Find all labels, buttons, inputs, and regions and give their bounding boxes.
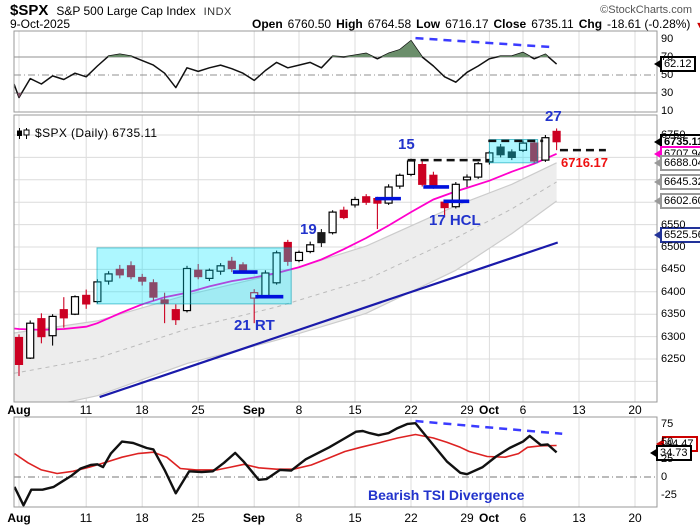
x-axis-label-main: Aug bbox=[7, 403, 31, 417]
annotation-15: 15 bbox=[398, 136, 415, 153]
stockcharts-copyright-link[interactable]: ©StockCharts.com bbox=[600, 4, 692, 16]
rsi-tick-label: 50 bbox=[661, 69, 674, 81]
x-axis-label-main: Sep bbox=[242, 403, 265, 417]
chg-label: Chg bbox=[578, 17, 603, 31]
open-value: 6760.50 bbox=[287, 17, 332, 31]
band-lower-value-box: 6602.60 bbox=[660, 193, 700, 209]
exchange-label: INDX bbox=[203, 6, 232, 18]
tsi-value-box: 34.73 bbox=[656, 445, 692, 461]
tsi-tick-label: 0 bbox=[661, 471, 668, 483]
annotation-bearish-tsi-divergence: Bearish TSI Divergence bbox=[368, 487, 525, 503]
x-axis-label-tsi: 8 bbox=[295, 511, 303, 525]
x-axis-label-main: 29 bbox=[460, 403, 474, 417]
x-axis-label-tsi: 20 bbox=[628, 511, 642, 525]
price-tick-label: 6750 bbox=[661, 129, 686, 141]
price-tick-label: 6250 bbox=[661, 353, 686, 365]
rsi-tick-label: 90 bbox=[661, 33, 674, 45]
high-label: High bbox=[336, 17, 363, 31]
x-axis-label-main: 11 bbox=[79, 403, 93, 417]
x-axis-label-tsi: 29 bbox=[460, 511, 474, 525]
x-axis-label-main: 18 bbox=[135, 403, 149, 417]
close-label: Close bbox=[493, 17, 527, 31]
main-chart-label: $SPX (Daily) 6735.11 bbox=[16, 126, 158, 140]
annotation-17-hcl: 17 HCL bbox=[429, 212, 481, 229]
x-axis-label-tsi: Oct bbox=[478, 511, 499, 525]
rsi-tick-label: 30 bbox=[661, 87, 674, 99]
tsi-tick-label: 50 bbox=[661, 436, 674, 448]
tsi-tick-label: 75 bbox=[661, 418, 674, 430]
low-label: Low bbox=[416, 17, 441, 31]
price-tick-label: 6350 bbox=[661, 308, 686, 320]
x-axis-label-tsi: 25 bbox=[191, 511, 205, 525]
band-upper-value-box: 6688.04 bbox=[660, 155, 700, 171]
x-axis-label-tsi: Aug bbox=[7, 511, 31, 525]
annotation-21-rt: 21 RT bbox=[234, 317, 275, 334]
band-mid-value-box: 6645.32 bbox=[660, 174, 700, 190]
high-value: 6764.58 bbox=[367, 17, 412, 31]
main-chart-label-text: $SPX (Daily) 6735.11 bbox=[35, 126, 158, 140]
x-axis-label-tsi: 13 bbox=[572, 511, 586, 525]
quote-date: 9-Oct-2025 bbox=[10, 17, 71, 31]
x-axis-label-main: Oct bbox=[478, 403, 499, 417]
price-tick-label: 6300 bbox=[661, 331, 686, 343]
x-axis-label-tsi: 11 bbox=[79, 511, 93, 525]
x-axis-label-main: 25 bbox=[191, 403, 205, 417]
price-tick-label: 6400 bbox=[661, 286, 686, 298]
trendline-value-box: 6525.56 bbox=[660, 227, 700, 243]
rsi-tick-label: 70 bbox=[661, 51, 674, 63]
x-axis-label-main: 8 bbox=[295, 403, 303, 417]
x-axis-label-tsi: 6 bbox=[519, 511, 527, 525]
price-tick-label: 6550 bbox=[661, 219, 686, 231]
x-axis-label-tsi: 18 bbox=[135, 511, 149, 525]
close-value: 6735.11 bbox=[531, 17, 574, 31]
chg-value: -18.61 (-0.28%) bbox=[607, 17, 691, 31]
x-axis-label-main: 15 bbox=[348, 403, 362, 417]
x-axis-label-main: 6 bbox=[519, 403, 527, 417]
annotation-19: 19 bbox=[300, 221, 317, 238]
x-axis-label-main: 22 bbox=[404, 403, 418, 417]
symbol-name: S&P 500 Large Cap Index bbox=[56, 4, 196, 18]
tsi-tick-label: -25 bbox=[661, 489, 677, 501]
x-axis-label-tsi: Sep bbox=[242, 511, 265, 525]
candlestick-icon bbox=[17, 127, 30, 139]
ohlc-readout: Open 6760.50 High 6764.58 Low 6716.17 Cl… bbox=[252, 17, 700, 31]
tsi-tick-label: 25 bbox=[661, 453, 674, 465]
x-axis-label-tsi: 22 bbox=[404, 511, 418, 525]
open-label: Open bbox=[252, 17, 283, 31]
symbol: $SPX bbox=[10, 2, 49, 19]
x-axis-label-main: 20 bbox=[628, 403, 642, 417]
header: $SPX S&P 500 Large Cap Index INDX bbox=[10, 2, 232, 19]
annotation-27: 27 bbox=[545, 108, 562, 125]
x-axis-label-tsi: 15 bbox=[348, 511, 362, 525]
annotation-low-6716: 6716.17 bbox=[561, 155, 608, 170]
rsi-value-box: 62.12 bbox=[660, 56, 696, 72]
low-value: 6716.17 bbox=[445, 17, 489, 31]
down-triangle-icon: ▼ bbox=[695, 20, 700, 30]
price-tick-label: 6500 bbox=[661, 241, 686, 253]
rsi-tick-label: 10 bbox=[661, 105, 674, 117]
x-axis-label-main: 13 bbox=[572, 403, 586, 417]
price-tick-label: 6450 bbox=[661, 263, 686, 275]
